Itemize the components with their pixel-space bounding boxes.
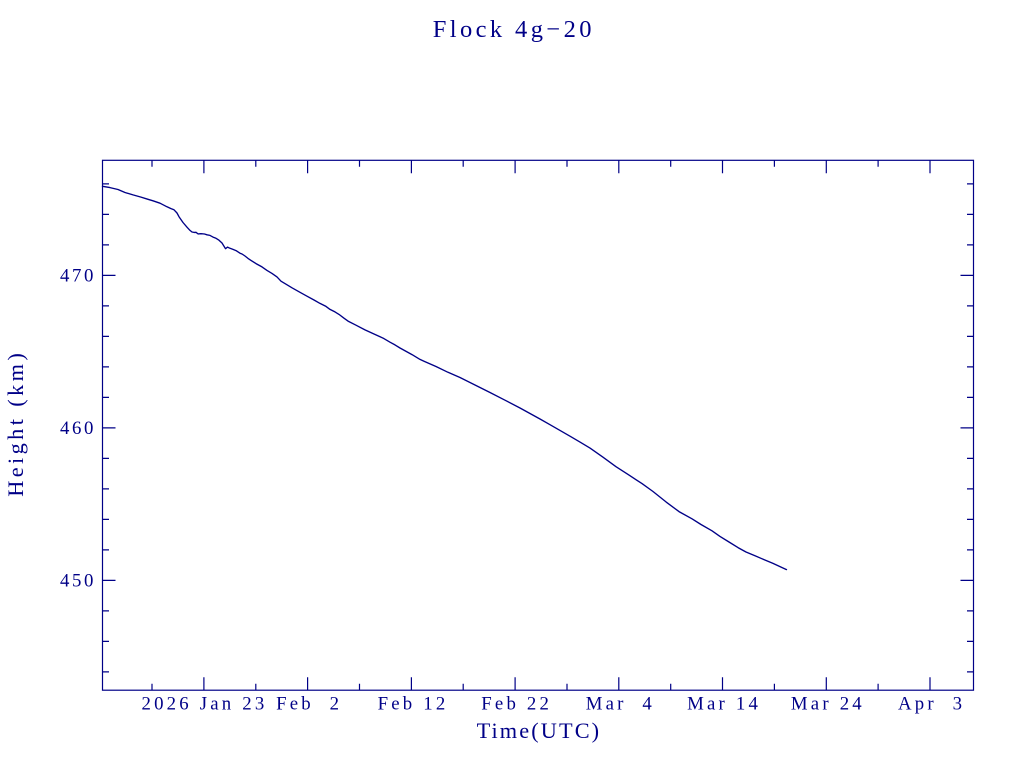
svg-text:Mar 4: Mar 4 [586,694,655,715]
svg-text:Feb 22: Feb 22 [481,694,552,715]
svg-text:2026 Jan 23: 2026 Jan 23 [142,694,268,715]
svg-text:460: 460 [60,418,96,439]
svg-text:Feb 12: Feb 12 [378,694,449,715]
svg-text:Flock 4g−20: Flock 4g−20 [433,16,595,43]
svg-text:470: 470 [60,266,96,287]
svg-text:Time(UTC): Time(UTC) [477,718,602,743]
svg-text:Mar 24: Mar 24 [791,694,865,715]
svg-text:Feb 2: Feb 2 [276,694,342,715]
svg-text:Height (km): Height (km) [3,350,28,497]
svg-text:Mar 14: Mar 14 [687,694,761,715]
svg-text:450: 450 [60,571,96,592]
svg-text:Apr 3: Apr 3 [898,694,965,715]
